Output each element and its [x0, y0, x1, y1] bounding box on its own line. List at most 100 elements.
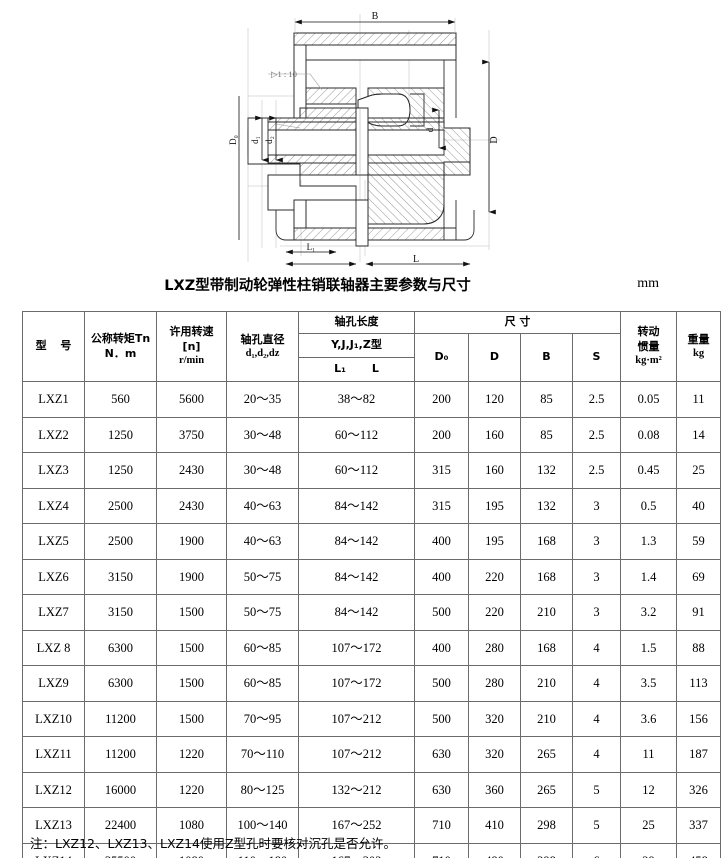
cell-S: 3 — [571, 487, 622, 524]
cell-D0: 630 — [414, 736, 469, 773]
header-weight: 重量 kg — [676, 311, 722, 382]
cell-inertia: 0.5 — [620, 487, 678, 524]
cell-weight: 40 — [676, 487, 722, 524]
dim-label-D: D — [489, 136, 500, 143]
spec-table-wrapper: 型 号 公称转矩Tn N．m 许用转速 [n] r/min — [22, 311, 722, 858]
cell-inertia: 12 — [620, 771, 678, 808]
cell-D0: 400 — [414, 629, 469, 666]
cell-torque: 22400 — [84, 807, 157, 844]
cell-weight: 187 — [676, 736, 722, 773]
cell-D: 320 — [468, 700, 521, 737]
cell-B: 210 — [520, 665, 573, 702]
cell-dia: 80～125 — [226, 771, 299, 808]
cell-inertia: 3.2 — [620, 594, 678, 631]
cell-weight: 59 — [676, 523, 722, 560]
cell-D: 220 — [468, 594, 521, 631]
cell-model: LXZ1 — [22, 381, 85, 418]
table-row: LXZ11 11200 1220 70～110 107～212 630 320 265 4 11 1… — [22, 736, 722, 773]
dim-label-B: B — [372, 11, 379, 22]
cell-B: 85 — [520, 381, 573, 418]
header-D0: D₀ — [414, 333, 469, 382]
table-row: LXZ5 2500 1900 40～63 84～142 400 195 168 3 1.3 59 — [22, 523, 722, 560]
header-S: S — [571, 333, 622, 382]
cell-dia: 70～110 — [226, 736, 299, 773]
cell-model: LXZ10 — [22, 700, 85, 737]
cell-D0: 630 — [414, 771, 469, 808]
technical-drawing: B D d D₀ d₁ d₂ L₁ L ▷1 : 10 — [0, 0, 725, 272]
cell-inertia: 29 — [620, 842, 678, 858]
cell-len: 84～142 — [298, 487, 415, 524]
cell-torque: 1250 — [84, 452, 157, 489]
cell-len: 60～112 — [298, 416, 415, 453]
cell-S: 6 — [571, 842, 622, 858]
cell-D: 320 — [468, 736, 521, 773]
cell-dia: 50～75 — [226, 594, 299, 631]
cell-len: 38～82 — [298, 381, 415, 418]
header-bore-length-group: 轴孔长度 — [298, 311, 415, 334]
cell-speed: 3750 — [156, 416, 227, 453]
cell-dia: 30～48 — [226, 416, 299, 453]
header-dimensions-group: 尺 寸 — [413, 311, 622, 334]
title-row: LXZ型带制动轮弹性柱销联轴器主要参数与尺寸 mm — [0, 272, 725, 302]
cell-weight: 156 — [676, 700, 722, 737]
cell-D0: 500 — [414, 594, 469, 631]
dim-label-d1: d₁ — [250, 136, 260, 144]
cell-torque: 560 — [84, 381, 157, 418]
cell-weight: 25 — [676, 452, 722, 489]
cell-dia: 30～48 — [226, 452, 299, 489]
cell-len: 167～252 — [298, 807, 415, 844]
dim-label-d2: d₂ — [264, 136, 274, 144]
cell-weight: 91 — [676, 594, 722, 631]
unit-label: mm — [637, 276, 659, 291]
cell-dia: 40～63 — [226, 523, 299, 560]
cell-weight: 11 — [676, 381, 722, 418]
cell-S: 3 — [571, 594, 622, 631]
cell-B: 265 — [520, 736, 573, 773]
cell-model: LXZ13 — [22, 807, 85, 844]
cell-inertia: 0.45 — [620, 452, 678, 489]
cell-model: LXZ5 — [22, 523, 85, 560]
cell-speed: 1500 — [156, 629, 227, 666]
cell-D0: 200 — [414, 381, 469, 418]
cell-weight: 458 — [676, 842, 722, 858]
cell-D0: 315 — [414, 452, 469, 489]
cell-model: LXZ9 — [22, 665, 85, 702]
cell-model: LXZ2 — [22, 416, 85, 453]
cell-model: LXZ4 — [22, 487, 85, 524]
taper-annotation: ▷1 : 10 — [271, 69, 297, 79]
header-bore-L1-L: L₁ L — [298, 357, 415, 382]
cell-speed: 1900 — [156, 523, 227, 560]
cell-D: 195 — [468, 487, 521, 524]
cell-D: 120 — [468, 381, 521, 418]
cell-dia: 40～63 — [226, 487, 299, 524]
cell-inertia: 1.4 — [620, 558, 678, 595]
cell-B: 85 — [520, 416, 573, 453]
cell-weight: 326 — [676, 771, 722, 808]
table-row: LXZ14355001080110～180167～302710480298629… — [22, 842, 722, 858]
cell-D: 160 — [468, 452, 521, 489]
table-row: LXZ3 1250 2430 30～48 60～112 315 160 132 2.5 0.45 2… — [22, 452, 722, 489]
cell-torque: 3150 — [84, 594, 157, 631]
cell-S: 4 — [571, 629, 622, 666]
cell-D0: 200 — [414, 416, 469, 453]
cell-inertia: 3.5 — [620, 665, 678, 702]
cell-D: 160 — [468, 416, 521, 453]
cell-model: LXZ12 — [22, 771, 85, 808]
cell-weight: 88 — [676, 629, 722, 666]
cell-speed: 1500 — [156, 665, 227, 702]
cell-dia: 60～85 — [226, 629, 299, 666]
cell-S: 4 — [571, 736, 622, 773]
cell-dia: 70～95 — [226, 700, 299, 737]
cell-torque: 3150 — [84, 558, 157, 595]
cell-speed: 1500 — [156, 700, 227, 737]
cell-D: 480 — [468, 842, 521, 858]
cell-dia: 100～140 — [226, 807, 299, 844]
cell-D0: 500 — [414, 665, 469, 702]
cell-torque: 6300 — [84, 665, 157, 702]
table-row: LXZ10 11200 1500 70～95 107～212 500 320 210 4 3.6 1… — [22, 700, 722, 737]
cell-weight: 14 — [676, 416, 722, 453]
cell-len: 132～212 — [298, 771, 415, 808]
cell-len: 107～172 — [298, 629, 415, 666]
cell-D: 410 — [468, 807, 521, 844]
